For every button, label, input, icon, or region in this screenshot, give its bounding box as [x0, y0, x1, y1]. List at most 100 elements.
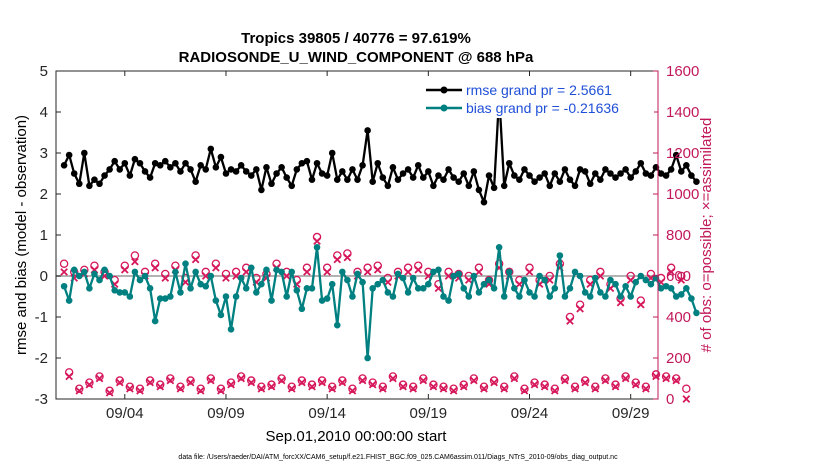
- obs-assimilated-point: [115, 378, 124, 387]
- obs-assimilated-point: [616, 298, 625, 307]
- bias-point: [516, 293, 523, 300]
- obs-possible-point: [226, 378, 236, 387]
- obs-assimilated-point: [682, 395, 691, 403]
- y-tick-label: 2: [40, 186, 48, 203]
- obs-possible-point: [570, 382, 580, 391]
- rmse-point: [394, 176, 402, 183]
- obs-possible-point: [257, 382, 266, 391]
- rmse-point: [642, 170, 650, 177]
- obs-assimilated-point: [631, 380, 640, 389]
- bias-point: [217, 311, 225, 319]
- obs-possible-point: [236, 372, 246, 381]
- obs-assimilated-point: [636, 300, 645, 309]
- bias-point: [688, 295, 695, 302]
- bias-point: [303, 285, 311, 292]
- obs-assimilated-point: [267, 382, 276, 391]
- rmse-point: [521, 166, 528, 173]
- obs-assimilated-point: [247, 378, 256, 387]
- bias-point: [561, 293, 569, 300]
- rmse-point: [126, 172, 134, 179]
- obs-possible-point: [59, 259, 69, 268]
- rmse-point: [202, 166, 210, 173]
- bias-point: [65, 297, 73, 304]
- bias-point: [414, 285, 422, 292]
- bias-point: [202, 282, 210, 290]
- legend-rmse-marker: [440, 86, 448, 94]
- obs-assimilated-point: [439, 384, 448, 393]
- obs-possible-point: [408, 382, 418, 391]
- bias-point: [455, 270, 462, 278]
- bias-point: [293, 287, 301, 294]
- obs-assimilated-point: [540, 382, 549, 391]
- obs-assimilated-point: [65, 372, 73, 381]
- bias-point: [268, 297, 275, 304]
- bias-point: [551, 285, 559, 292]
- rmse-point: [419, 174, 427, 181]
- rmse-point: [672, 151, 680, 159]
- obs-assimilated-point: [510, 374, 519, 383]
- rmse-point: [339, 168, 346, 175]
- rmse-point: [556, 178, 564, 185]
- obs-possible-point: [95, 372, 104, 381]
- bias-point: [531, 293, 538, 300]
- bias-point: [106, 272, 113, 280]
- rmse-point: [151, 159, 159, 167]
- obs-possible-point: [580, 376, 590, 385]
- y2-tick-label: 0: [666, 391, 674, 408]
- obs-possible-point: [155, 380, 165, 389]
- legend: rmse grand pr = 2.5661 bias grand pr = -…: [420, 78, 654, 118]
- bias-point: [435, 266, 442, 274]
- rmse-point: [683, 162, 690, 169]
- rmse-point: [414, 162, 422, 169]
- obs-assimilated-point: [242, 268, 251, 276]
- bias-point: [642, 276, 650, 284]
- obs-assimilated-point: [409, 384, 417, 393]
- rmse-point: [293, 166, 301, 173]
- x-tick-label: 09/04: [106, 405, 144, 422]
- bias-point: [485, 276, 493, 284]
- y2-axis-label: # of obs: o=possible; ×=assimilated: [698, 118, 715, 353]
- bias-point: [591, 274, 599, 282]
- bias-point: [354, 270, 361, 278]
- bias-point: [440, 293, 447, 300]
- obs-assimilated-point: [667, 268, 675, 276]
- bias-point: [172, 268, 179, 276]
- obs-assimilated-point: [75, 386, 84, 395]
- bias-point: [323, 295, 331, 302]
- bias-point: [490, 285, 498, 292]
- obs-assimilated-point: [399, 382, 407, 391]
- rmse-point: [121, 159, 129, 167]
- obs-assimilated-point: [363, 268, 372, 276]
- rmse-point: [450, 174, 457, 181]
- obs-possible-point: [611, 380, 620, 389]
- obs-assimilated-point: [120, 266, 129, 274]
- rmse-point: [323, 172, 331, 179]
- obs-possible-point: [348, 384, 357, 393]
- bias-point: [91, 270, 98, 278]
- y-tick-label: 3: [40, 145, 48, 162]
- rmse-point: [253, 166, 260, 173]
- y-tick-label: 5: [40, 63, 48, 80]
- rmse-point: [359, 162, 366, 169]
- obs-assimilated-point: [500, 384, 509, 393]
- obs-assimilated-point: [525, 268, 534, 276]
- obs-assimilated-point: [414, 266, 423, 274]
- bias-point: [475, 289, 483, 296]
- obs-assimilated-point: [419, 376, 428, 385]
- obs-possible-point: [510, 372, 519, 381]
- rmse-point: [455, 178, 462, 185]
- rmse-point: [146, 174, 154, 181]
- rmse-point: [106, 166, 113, 173]
- bias-point: [182, 260, 189, 268]
- rmse-point: [485, 172, 493, 179]
- rmse-point: [161, 157, 169, 165]
- obs-assimilated-point: [287, 384, 296, 393]
- rmse-point: [141, 168, 149, 175]
- bias-point: [500, 293, 508, 300]
- y-tick-label: -2: [35, 350, 48, 367]
- x-tick-label: 09/14: [308, 405, 346, 422]
- obs-assimilated-point: [550, 386, 559, 395]
- bias-point: [389, 293, 397, 300]
- obs-assimilated-point: [611, 382, 620, 391]
- bias-point: [419, 285, 427, 292]
